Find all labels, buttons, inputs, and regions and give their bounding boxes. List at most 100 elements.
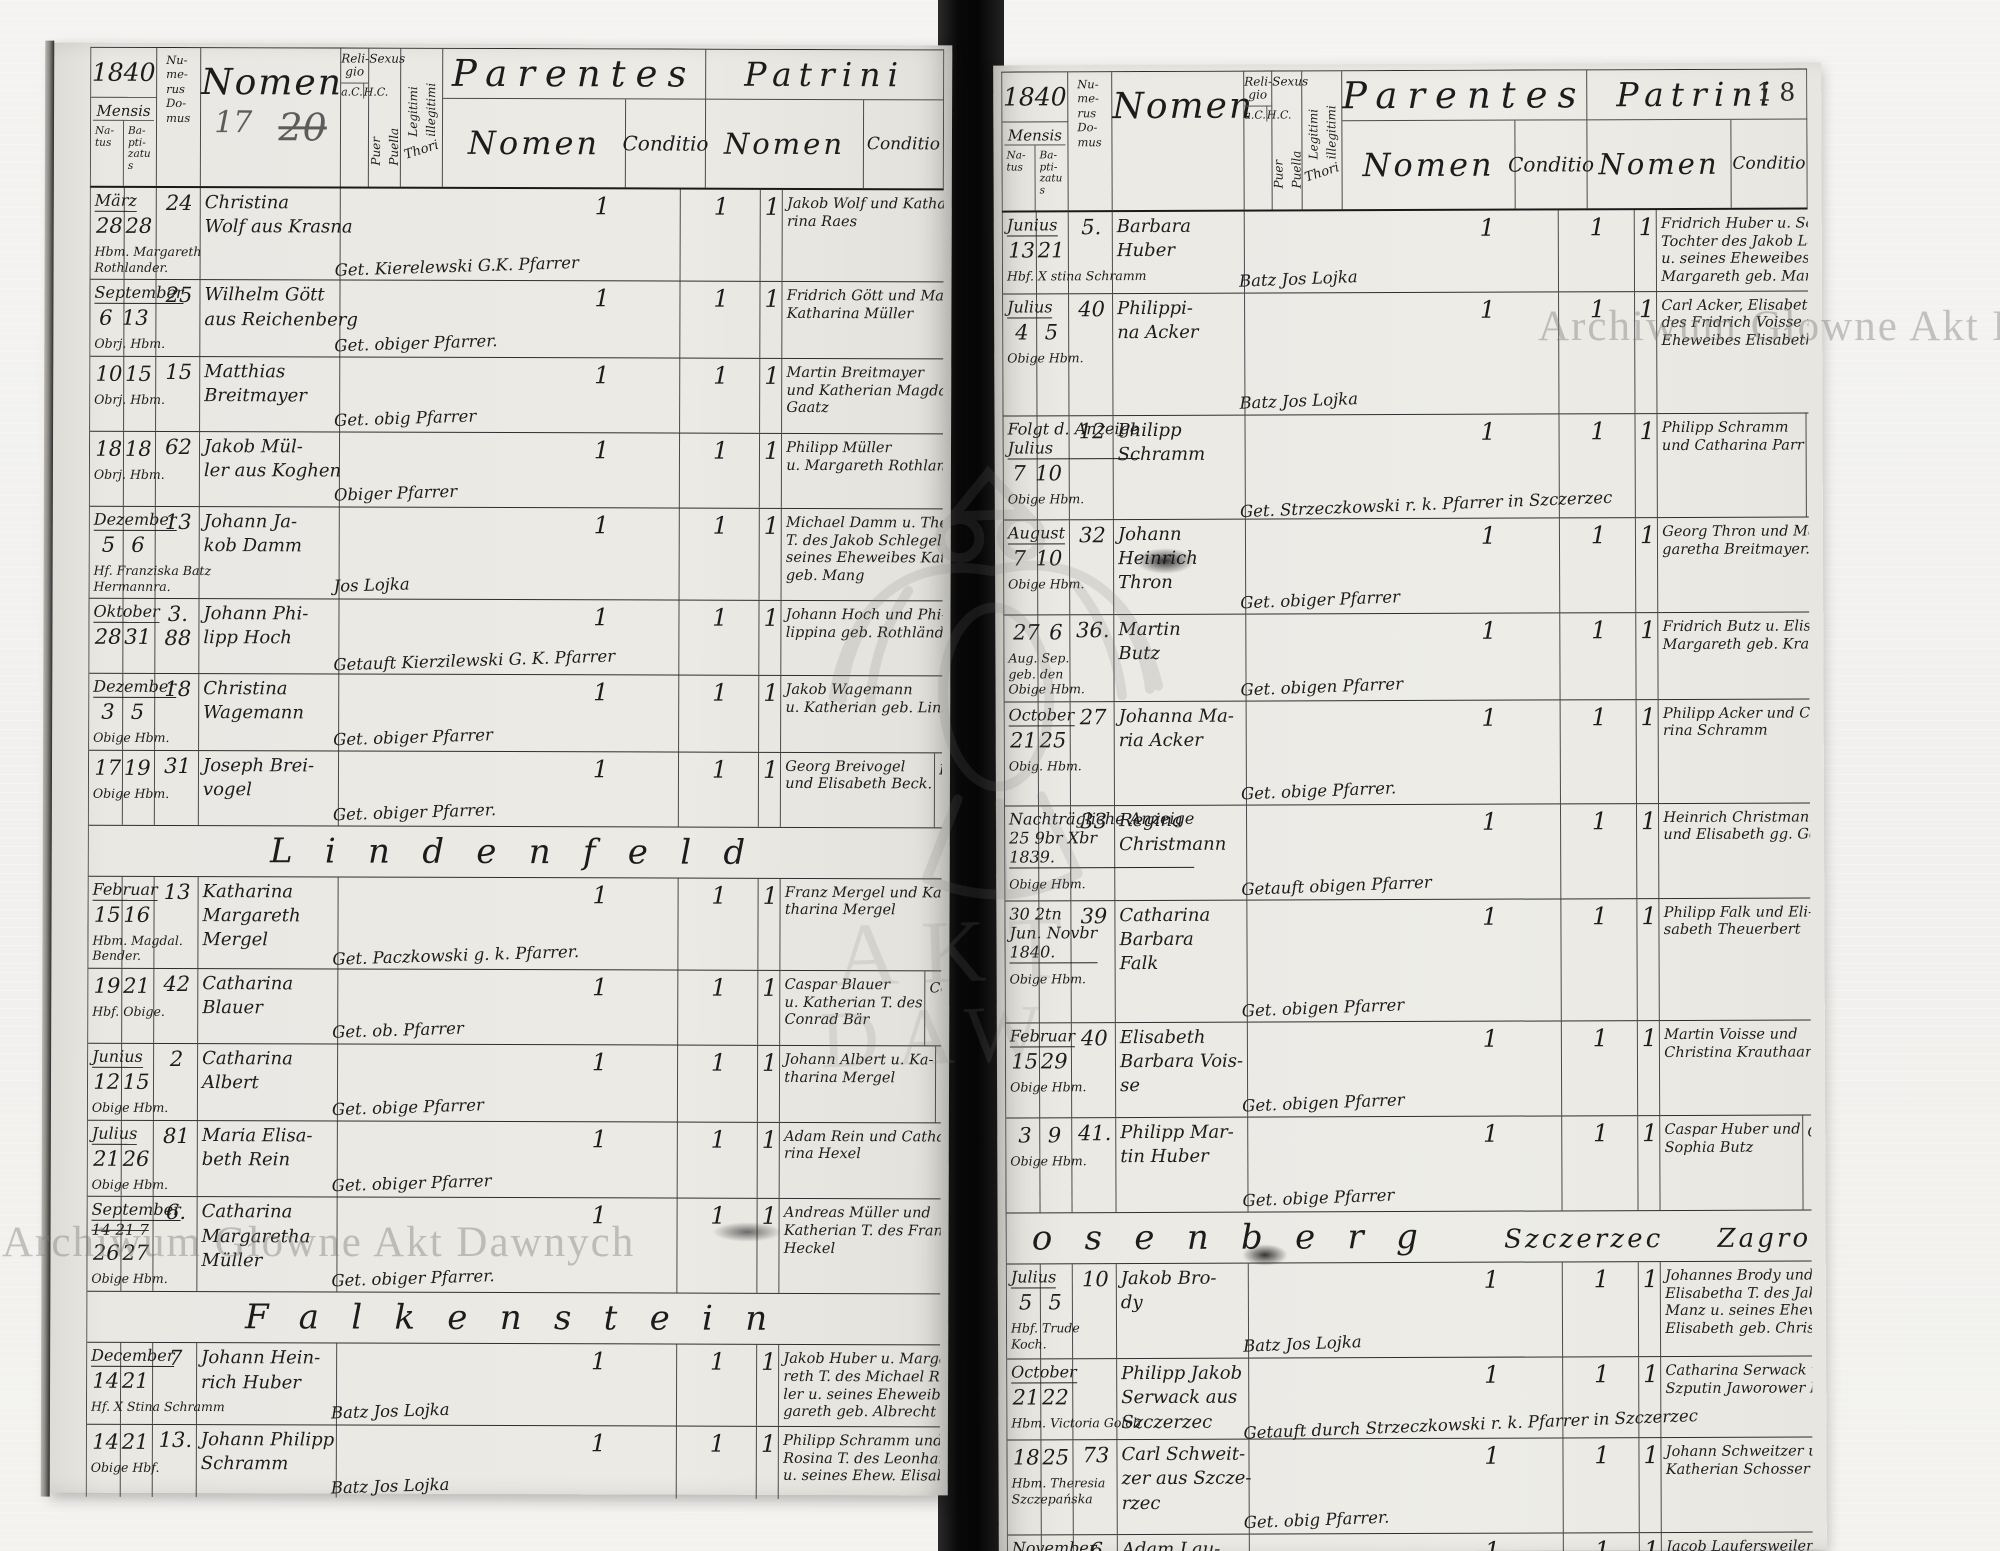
baptism-note: Jos Lojka <box>333 574 410 596</box>
month-name: Dezember <box>93 509 177 531</box>
cell-parents-conditio: Colonist <box>925 971 945 1046</box>
cell-sexus: 1 <box>679 600 760 675</box>
records-right: Junius 13 21 Hbf. X stina Schramm 5. Bar… <box>1001 209 1813 1551</box>
register-row: November 9 11 Hbm. Victoria Golob 6 Adam… <box>1007 1532 1813 1551</box>
midwife-note: Hbm. Theresia Szczepańska <box>1011 1475 1106 1507</box>
religio-label: Reli-gio <box>1244 74 1273 102</box>
cell-religio: 1 <box>518 1344 678 1426</box>
cell-sexus: 1 <box>1558 210 1636 292</box>
register-row: 17 19 Obige Hbm. 31 Joseph Brei-vogel 1 … <box>88 750 945 829</box>
midwife-note: Obige Hbm. <box>1010 1079 1087 1095</box>
register-row: Nachträgliche Anzeige 25 9br Xbr 1839. Obi… <box>1004 802 1813 902</box>
natus-day: 13 <box>1008 238 1036 263</box>
cell-date: 18 25 Hbm. Theresia Szczepańska <box>1007 1440 1106 1535</box>
cell-religio: 1 <box>518 1426 677 1500</box>
cell-religio: 1 <box>520 751 680 827</box>
register-row: September 6 13 Obrj. Hbm. 25 Wilhelm Göt… <box>90 279 945 360</box>
cell-thori: 1 <box>1639 1357 1662 1438</box>
table-right: 1840 Mensis Na- tus Ba- pti- zatus Nu-me… <box>1001 68 1813 1551</box>
cell-sexus: 1 <box>679 675 760 752</box>
baptizatus-label: Ba- pti- zatus <box>1039 149 1063 197</box>
cell-thori: 1 <box>1635 413 1659 517</box>
cell-child-name: Adam Lau-fersweileraus Zagrodki <box>1117 1534 1251 1551</box>
register-page-left: 1840 Mensis Na- tus Ba- pti- zatus Nu-me… <box>49 42 953 1500</box>
register-row: Julius 4 5 Obige Hbm. 40 Philippi-na Ack… <box>1003 290 1813 417</box>
cell-sexus: 1 <box>1559 291 1636 414</box>
baptizatus-day: 10 <box>1035 461 1063 486</box>
religio-ac-label: a.C. <box>1244 106 1267 123</box>
cell-date: 10 15 Obrj. Hbm. <box>90 356 165 431</box>
cell-parents-names: Johann Schweitzer und Katherian Schosser <box>1661 1437 1813 1533</box>
cell-sexus: 1 <box>1561 898 1638 1021</box>
pencil-page-numbers: 17 20 <box>201 105 340 149</box>
cell-religio: 1 <box>1415 518 1561 613</box>
cell-thori: 1 <box>760 282 783 358</box>
cell-child-name: Martin Butz <box>1114 614 1247 701</box>
baptizatus-day: 5 <box>1048 1290 1062 1315</box>
cell-house-number: 40 <box>1071 1023 1117 1118</box>
nomen-label: Nomen <box>1112 85 1255 128</box>
baptism-note: Getauft obigen Pfarrer <box>1241 872 1433 899</box>
register-row: März 28 28 Hbm. Margareth Rothlander. 24 … <box>90 187 945 283</box>
register-row: 3 9 Obige Hbm. 41. Philipp Mar-tin Huber… <box>1006 1115 1813 1214</box>
cell-thori: 1 <box>758 878 781 970</box>
midwife-note: Obrj. Hbm. <box>94 391 165 407</box>
cell-religio: 1 <box>522 281 681 358</box>
cell-parents-names: Martin Breitmayer und Katherian Magdalena… <box>782 358 945 434</box>
cell-parents-names: Fridrich Gött und Maria Katharina Müller <box>782 282 945 359</box>
midwife-note: Obige Hbm. <box>91 1176 169 1192</box>
cell-parents-names: Philipp Acker und Catha-rina Schramm <box>1658 699 1813 803</box>
cell-sexus: 1 <box>1563 1357 1640 1438</box>
natus-day: 10 <box>95 361 123 386</box>
register-row: 14 21 Obige Hbf. 13. Johann Philipp Schra… <box>86 1424 945 1500</box>
cell-sexus: 1 <box>1563 1533 1641 1551</box>
mensis-label: Mensis <box>93 101 154 121</box>
register-row: Februar 15 29 Obige Hbm. 40 Elisabeth Bar… <box>1005 1020 1813 1119</box>
month-name: November <box>1011 1538 1097 1551</box>
cell-parents-names: Andreas Müller und Katherian T. des Franz… <box>779 1199 945 1294</box>
patrini-conditio-label: Conditio <box>1731 119 1808 208</box>
cell-religio: 1 <box>1418 1262 1564 1358</box>
cell-sexus: 1 <box>680 189 761 282</box>
cell-religio: 1 <box>1414 210 1560 292</box>
month-name: September <box>94 282 184 305</box>
patrini-label: Patrini <box>1616 74 1778 115</box>
register-row: Junius 12 15 Obige Hbm. 2 Catharina Alber… <box>87 1043 945 1124</box>
month-name: 30 2tn Jun. Novbr 1840. <box>1009 903 1098 964</box>
cell-parents-names: Georg Breivogel und Elisabeth Beck. <box>781 752 936 828</box>
cell-parents-names: Johann Albert u. Ka-tharina Mergel <box>780 1045 937 1122</box>
baptism-note: Get. obiger Pfarrer. <box>332 799 497 825</box>
register-row: September 14 21 7 26 27 Obige Hbm. 6. Ca… <box>87 1196 945 1295</box>
baptizatus-day: 6 <box>1049 620 1063 645</box>
cell-date: März 28 28 Hbm. Margareth Rothlander. <box>90 187 201 280</box>
register-row: 18 18 Obrj. Hbm. 62 Jakob Mül-ler aus Ko… <box>89 431 945 510</box>
col-header-year: 1840 <box>91 47 158 98</box>
cell-sexus: 1 <box>1562 1116 1639 1211</box>
baptism-note: Get. obige Pfarrer <box>331 1094 485 1119</box>
cell-sexus: 1 <box>1562 1262 1640 1357</box>
col-header-mensis: Mensis Na- tus Ba- pti- zatus <box>90 97 158 186</box>
table-left: 1840 Mensis Na- tus Ba- pti- zatus Nu-me… <box>85 46 945 1500</box>
page-number: 18 <box>1756 77 1803 107</box>
cell-date: 19 21 Hbf. Obige. <box>88 968 165 1043</box>
pencil-number-20-struck: 20 <box>278 105 327 150</box>
cell-date: October 21 22 Hbm. Victoria Golob <box>1007 1359 1141 1440</box>
natus-day: 4 <box>1015 320 1029 345</box>
sexus-label: Sexus <box>369 51 406 66</box>
cell-religio: 1 <box>520 970 679 1045</box>
baptism-note: Get. obigen Pfarrer <box>1240 673 1404 700</box>
cell-parents-names: Jakob Wolf und Katha-rina Raes <box>782 189 945 282</box>
natus-day: 27 <box>1012 620 1040 645</box>
nomen-label: Nomen <box>201 62 344 104</box>
cell-parents-conditio: Colonist. <box>936 1046 945 1123</box>
cell-thori: 1 <box>756 1426 780 1500</box>
cell-child-name: Christina Wolf aus Krasna <box>200 188 353 280</box>
midwife-note: Obige Hbm. <box>1009 970 1087 987</box>
midwife-note: Obrj. Hbm. <box>94 335 166 352</box>
cell-child-name: Catharina Barbara Falk <box>1115 900 1248 1023</box>
cell-child-name: Catharina Blauer <box>198 969 339 1044</box>
cell-religio: 1 <box>522 357 681 433</box>
cell-date: Dezember 3 5 Obige Hbm. <box>89 673 177 750</box>
cell-thori: 1 <box>1638 1262 1662 1357</box>
baptizatus-day: 31 <box>124 624 152 650</box>
